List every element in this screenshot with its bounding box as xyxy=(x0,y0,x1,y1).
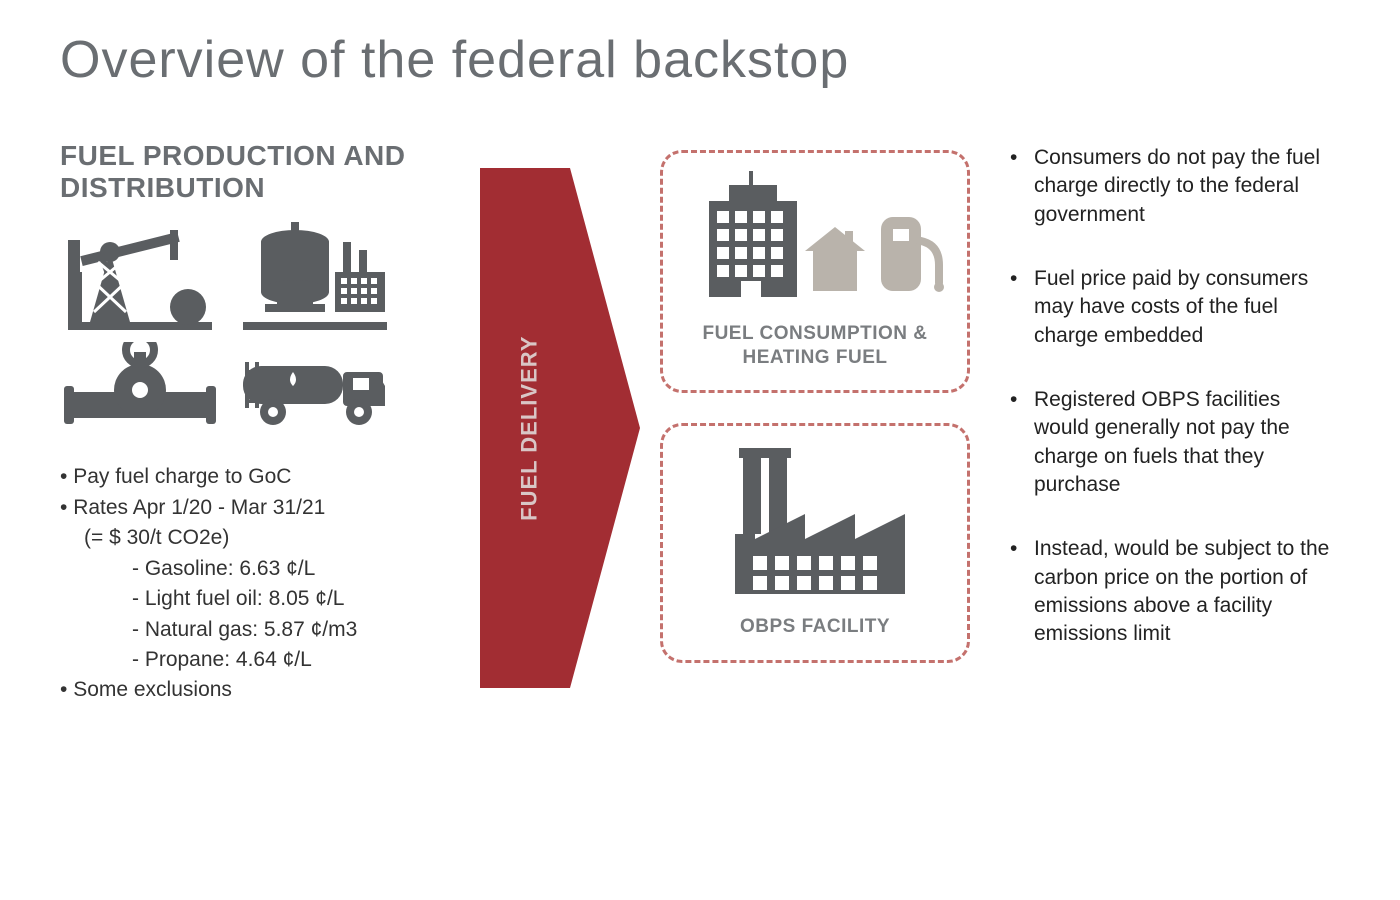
note-4: Instead, would be subject to the carbon … xyxy=(1010,535,1340,648)
fuel-consumption-box: FUEL CONSUMPTION & HEATING FUEL xyxy=(660,150,970,393)
obps-facility-box: OBPS FACILITY xyxy=(660,423,970,663)
delivery-targets: FUEL CONSUMPTION & HEATING FUEL xyxy=(640,140,980,706)
rate-gasoline: Gasoline: 6.63 ¢/L xyxy=(60,554,480,584)
left-bullets: Pay fuel charge to GoC Rates Apr 1/20 - … xyxy=(60,462,480,706)
bullet-rates-sub: (= $ 30/t CO2e) xyxy=(60,523,480,553)
note-1: Consumers do not pay the fuel charge dir… xyxy=(1010,144,1340,229)
section-heading-left: FUEL PRODUCTION AND DISTRIBUTION xyxy=(60,140,480,204)
fuel-consumption-label: FUEL CONSUMPTION & HEATING FUEL xyxy=(677,322,953,370)
arrow-label-text: FUEL DELIVERY xyxy=(517,335,543,520)
rate-propane: Propane: 4.64 ¢/L xyxy=(60,645,480,675)
bullet-rates: Rates Apr 1/20 - Mar 31/21 xyxy=(60,493,480,523)
refinery-tank-icon xyxy=(235,222,395,332)
factory-icon xyxy=(705,444,925,594)
fuel-truck-icon xyxy=(235,342,395,432)
page-title: Overview of the federal backstop xyxy=(60,30,1340,90)
obps-facility-label: OBPS FACILITY xyxy=(740,615,890,639)
pipeline-valve-icon xyxy=(60,342,220,432)
fuel-delivery-arrow: FUEL DELIVERY xyxy=(480,140,640,706)
explanatory-notes: Consumers do not pay the fuel charge dir… xyxy=(980,140,1340,706)
fuel-production-section: FUEL PRODUCTION AND DISTRIBUTION xyxy=(60,140,480,706)
note-2: Fuel price paid by consumers may have co… xyxy=(1010,265,1340,350)
consumption-icons xyxy=(685,171,945,301)
production-icons xyxy=(60,222,400,432)
bullet-exclusions: Some exclusions xyxy=(60,675,480,705)
rate-light-fuel-oil: Light fuel oil: 8.05 ¢/L xyxy=(60,584,480,614)
content-row: FUEL PRODUCTION AND DISTRIBUTION xyxy=(60,140,1340,706)
bullet-pay-charge: Pay fuel charge to GoC xyxy=(60,462,480,492)
rate-natural-gas: Natural gas: 5.87 ¢/m3 xyxy=(60,615,480,645)
note-3: Registered OBPS facilities would general… xyxy=(1010,386,1340,499)
oil-pumpjack-icon xyxy=(60,222,220,332)
